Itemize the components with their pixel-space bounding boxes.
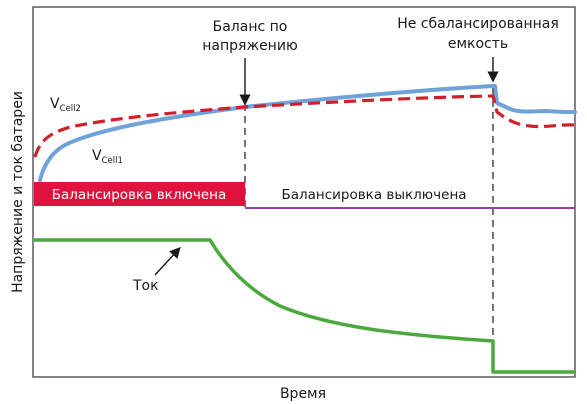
vcell1-curve (38, 84, 577, 182)
unbalanced-capacity-label-line2: емкость (448, 36, 508, 52)
balancing-on-bar (34, 182, 245, 206)
vcell1-label-main: V (92, 148, 102, 164)
vcell2-curve (33, 94, 576, 158)
vcell2-label: VCell2 (50, 96, 81, 114)
vcell1-label-sub: Cell1 (102, 156, 123, 166)
current-arrow (154, 246, 181, 276)
vcell2-label-main: V (50, 96, 60, 112)
vcell1-label: VCell1 (92, 148, 123, 166)
unbalanced-capacity-label-line1: Не сбалансированная (397, 16, 559, 32)
current-curve (34, 238, 575, 374)
vcell2-label-sub: Cell2 (60, 104, 81, 114)
balancing-on-label: Балансировка включена (52, 187, 226, 203)
plot-frame (32, 6, 576, 378)
voltage-balance-label-line2: напряжению (202, 38, 298, 54)
balancing-off-label: Балансировка выключена (281, 187, 466, 203)
voltage-balance-label-line1: Баланс по (213, 19, 288, 35)
current-label: Ток (132, 278, 159, 294)
x-axis-label: Время (280, 386, 326, 402)
y-axis-label: Напряжение и ток батареи (10, 91, 26, 293)
